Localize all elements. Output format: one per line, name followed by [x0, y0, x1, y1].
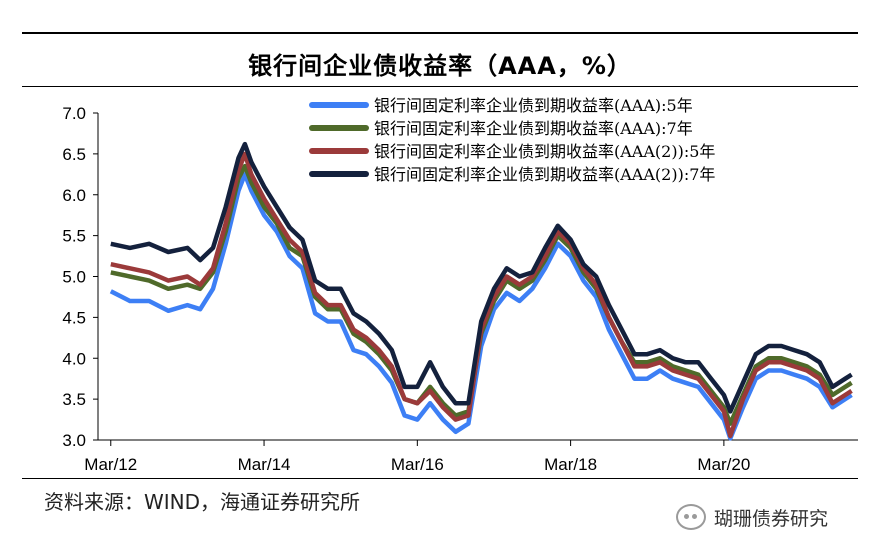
y-tick-label: 4.5	[62, 308, 86, 327]
series-line-4	[110, 141, 853, 414]
y-tick-label: 5.5	[62, 227, 86, 246]
legend-label-4: 银行间固定利率企业债到期收益率(AAA(2)):7年	[374, 165, 715, 184]
y-tick-label: 5.0	[62, 268, 86, 287]
x-tick-label: Mar/12	[84, 455, 137, 474]
x-tick-label: Mar/14	[238, 455, 291, 474]
title-bar: 银行间企业债收益率（AAA，%）	[22, 32, 858, 87]
y-tick-label: 3.0	[62, 431, 86, 450]
watermark-text: 瑚珊债券研究	[714, 507, 829, 530]
y-tick-label: 4.0	[62, 349, 86, 368]
y-tick-label: 7.0	[62, 104, 86, 123]
chart-title: 银行间企业债收益率（AAA，%）	[248, 52, 632, 80]
x-tick-label: Mar/16	[391, 455, 444, 474]
source-note: 资料来源：WIND，海通证券研究所	[44, 490, 361, 514]
legend-label-1: 银行间固定利率企业债到期收益率(AAA):5年	[374, 96, 693, 115]
y-tick-label: 3.5	[62, 390, 86, 409]
x-tick-label: Mar/20	[697, 455, 750, 474]
x-tick-label: Mar/18	[544, 455, 597, 474]
y-tick-label: 6.5	[62, 145, 86, 164]
y-tick-label: 6.0	[62, 186, 86, 205]
series-line-3	[110, 151, 853, 439]
legend-label-2: 银行间固定利率企业债到期收益率(AAA):7年	[374, 119, 693, 138]
watermark: 瑚珊债券研究	[676, 500, 828, 534]
source-divider	[22, 478, 858, 479]
wechat-icon	[676, 504, 706, 530]
legend-label-3: 银行间固定利率企业债到期收益率(AAA(2)):5年	[374, 142, 715, 161]
